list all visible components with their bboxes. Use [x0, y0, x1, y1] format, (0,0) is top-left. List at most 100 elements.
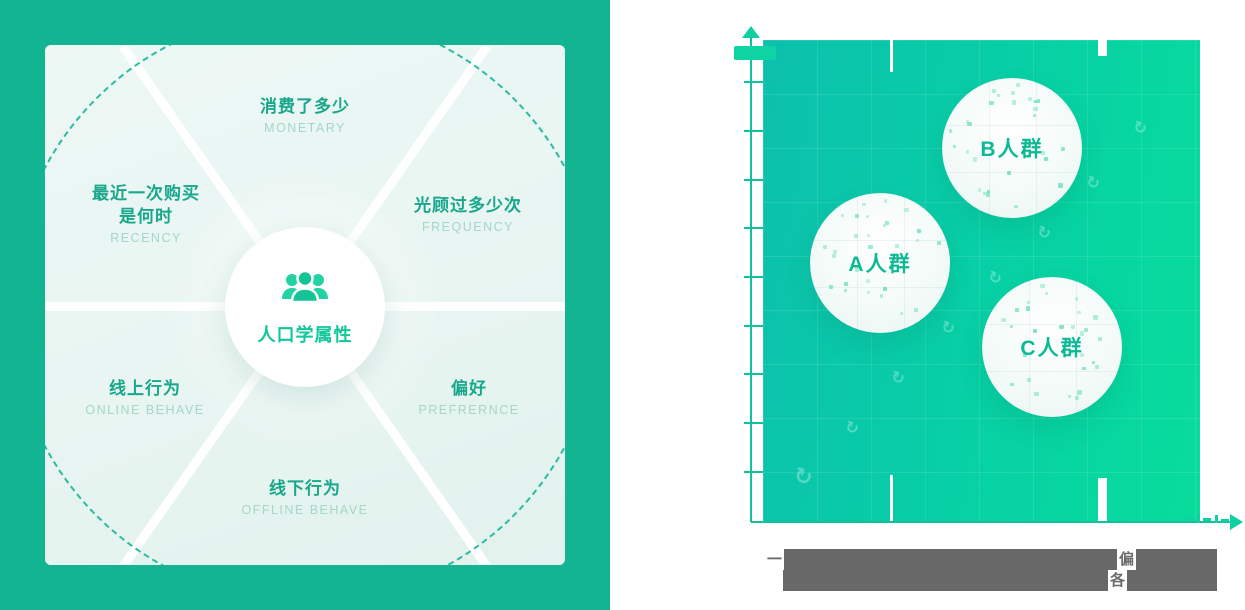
cluster-dot — [1027, 154, 1031, 158]
cluster-dot — [1077, 310, 1081, 314]
cluster-dot — [992, 88, 997, 93]
cluster-dot — [883, 224, 887, 228]
cluster-dot — [1074, 395, 1079, 401]
grid-highlight-mark — [890, 40, 893, 72]
segment-zh-text: 线下行为 — [269, 479, 341, 498]
cluster-dot — [885, 221, 890, 225]
segment-zh-text: 线上行为 — [109, 379, 181, 398]
cluster-dot — [977, 187, 982, 192]
cluster-dot — [952, 144, 957, 148]
cluster-dot — [900, 312, 904, 316]
cluster-dot — [1027, 378, 1032, 382]
cluster-dot — [1011, 91, 1015, 96]
cluster-dot — [823, 244, 828, 249]
segment-label-preference: 偏好 PREFRERNCE — [389, 377, 549, 417]
cluster-dot — [914, 308, 919, 313]
cluster-dot — [1082, 366, 1086, 371]
cluster-dot — [937, 241, 941, 246]
cluster-dot — [844, 282, 848, 287]
cluster-dot — [1014, 307, 1019, 312]
cluster-dot — [1033, 106, 1038, 112]
cluster-dot — [1092, 360, 1096, 365]
redaction-bar — [1127, 570, 1217, 591]
cluster-dot — [1032, 114, 1036, 118]
segment-zh-text: 消费了多少 — [260, 97, 350, 116]
cluster-dot — [996, 93, 1001, 98]
segment-zh-text: 是何时 — [119, 207, 173, 226]
caption-indent — [765, 570, 783, 591]
cluster-dot — [854, 234, 859, 239]
y-axis-tick — [744, 325, 763, 327]
cluster-b: B人群 — [942, 78, 1082, 218]
segment-label-offline: 线下行为 OFFLINE BEHAVE — [45, 477, 565, 517]
cluster-dot — [1027, 300, 1031, 304]
people-group-icon — [280, 268, 330, 311]
y-axis-tick — [744, 373, 763, 375]
grid-highlight-mark — [1098, 478, 1107, 521]
y-axis-label-badge — [734, 46, 776, 60]
segment-label-frequency: 光顾过多少次 FREQUENCY — [388, 194, 548, 234]
cluster-dot — [1083, 328, 1089, 333]
cluster-dot — [948, 129, 953, 133]
y-axis-tick — [744, 81, 763, 83]
center-circle: 人口学属性 — [225, 227, 385, 387]
cluster-dot — [1074, 297, 1079, 301]
cluster-dot — [854, 267, 860, 272]
cluster-dot — [1014, 204, 1018, 209]
cluster-dot — [982, 192, 986, 196]
redaction-bar — [784, 549, 1118, 570]
cluster-dot — [989, 101, 994, 106]
segment-label-recency: 最近一次购买 是何时 RECENCY — [66, 182, 226, 245]
cluster-dot — [865, 214, 869, 218]
cluster-dot — [1093, 315, 1098, 320]
cluster-dot — [1079, 331, 1085, 336]
cluster-dot — [1044, 291, 1049, 296]
cluster-dot — [895, 243, 900, 248]
cluster-dot — [868, 245, 873, 250]
left-green-panel: 消费了多少 MONETARY 最近一次购买 是何时 RECENCY 光顾过多少次… — [0, 0, 610, 610]
cluster-dot — [1010, 382, 1014, 387]
cluster-dot — [1040, 283, 1045, 289]
cluster-dot — [1044, 157, 1048, 161]
segment-zh-text: 偏好 — [451, 379, 487, 398]
cluster-dot — [1061, 146, 1065, 151]
redaction-bar — [1136, 549, 1217, 570]
caption-line-2: 各 — [765, 570, 1217, 591]
caption-line-1: 一 偏 — [765, 549, 1217, 570]
y-axis-arrow-icon — [742, 26, 760, 38]
cluster-label: A人群 — [848, 253, 912, 276]
caption-fragment: 各 — [1110, 572, 1126, 589]
y-axis-tick — [744, 227, 763, 229]
cluster-dot — [965, 120, 970, 124]
cluster-dot — [1011, 100, 1017, 105]
segment-en-text: MONETARY — [264, 121, 346, 135]
segment-en-text: RECENCY — [110, 231, 182, 245]
x-axis-label-illegible — [1186, 513, 1232, 527]
cluster-dot — [916, 239, 920, 243]
cluster-dot — [831, 254, 836, 258]
cluster-dot — [1006, 170, 1012, 176]
cluster-dot — [965, 150, 969, 154]
redaction-bar — [783, 570, 1108, 591]
cluster-dot — [1025, 306, 1031, 311]
cluster-dot — [1069, 350, 1074, 355]
cluster-dot — [1016, 83, 1021, 88]
cluster-label: C人群 — [1020, 337, 1084, 360]
segment-en-text: OFFLINE BEHAVE — [241, 503, 369, 517]
cluster-dot — [1034, 391, 1039, 397]
cluster-dot — [904, 207, 909, 213]
cluster-dot — [1010, 324, 1014, 329]
cluster-dot — [986, 192, 991, 197]
cluster-dot — [972, 157, 978, 162]
y-axis-tick — [744, 179, 763, 181]
cluster-dot — [1095, 365, 1099, 369]
grid-highlight-mark — [890, 475, 893, 521]
hexagon-card: 消费了多少 MONETARY 最近一次购买 是何时 RECENCY 光顾过多少次… — [45, 45, 565, 565]
cluster-dot — [867, 291, 871, 295]
cluster-dot — [883, 287, 887, 291]
cluster-a: A人群 — [810, 193, 950, 333]
cluster-dot — [828, 285, 833, 290]
segment-en-text: FREQUENCY — [422, 220, 514, 234]
cluster-dot — [1080, 352, 1085, 357]
y-axis-tick — [744, 422, 763, 424]
